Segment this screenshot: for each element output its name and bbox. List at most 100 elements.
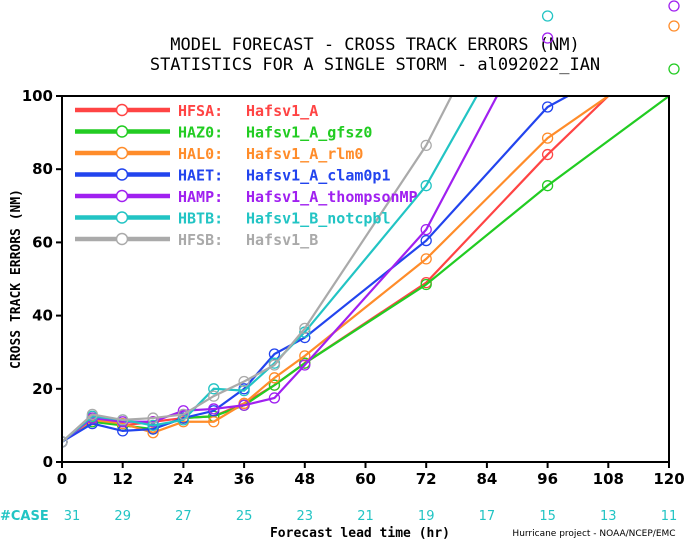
data-point	[238, 375, 250, 388]
y-tick-label: 20	[32, 380, 53, 398]
offchart-marker	[668, 0, 680, 12]
legend-marker	[115, 103, 129, 117]
data-point	[208, 383, 220, 395]
case-count: 11	[661, 509, 678, 524]
data-point	[62, 436, 68, 448]
x-tick-label: 120	[653, 470, 684, 488]
x-tick-label: 96	[537, 470, 558, 488]
case-count: 21	[357, 509, 374, 524]
data-point	[268, 348, 281, 360]
y-tick-label: 0	[43, 453, 53, 471]
x-axis-label: Forecast lead time (hr)	[270, 526, 450, 541]
legend-marker	[115, 168, 129, 181]
series-hfsb	[62, 96, 453, 448]
case-label: #CASE	[0, 509, 49, 524]
y-axis-label: CROSS TRACK ERRORS (NM)	[9, 189, 24, 369]
data-point	[420, 234, 432, 247]
legend-code: HAL0:	[178, 145, 223, 163]
legend-code: HFSA:	[178, 102, 223, 120]
x-tick-label: 48	[294, 470, 315, 488]
legend-name: Hafsv1_A_thompsonMP	[246, 188, 418, 206]
offchart-marker	[668, 20, 680, 32]
case-count: 27	[175, 509, 192, 524]
data-point	[268, 392, 281, 404]
x-tick-label: 12	[112, 470, 133, 488]
case-count: 17	[479, 509, 496, 524]
legend-name: Hafsv1_A_gfsz0	[246, 124, 372, 142]
data-point	[147, 412, 159, 424]
data-point	[117, 414, 129, 426]
legend-code: HAMP:	[178, 188, 223, 206]
data-point	[177, 408, 190, 421]
data-point	[208, 390, 220, 402]
data-point	[420, 223, 432, 236]
data-point	[268, 379, 281, 391]
legend-name: Hafsv1_B	[246, 231, 318, 249]
legend-marker	[115, 211, 129, 224]
data-point	[420, 180, 432, 192]
legend-marker	[115, 189, 129, 203]
legend-name: Hafsv1_A	[246, 102, 318, 120]
legend-marker	[115, 232, 129, 246]
legend: HFSA: Hafsv1_A HAZ0: Hafsv1_A_gfsz0 HAL0: Haf…	[75, 102, 418, 249]
data-point	[208, 403, 220, 415]
data-point	[147, 419, 159, 432]
y-tick-label: 60	[32, 233, 53, 251]
data-point	[268, 372, 281, 384]
x-tick-label: 108	[593, 470, 624, 488]
legend-name: Hafsv1_A_clam0p1	[246, 167, 391, 185]
series-line	[62, 96, 669, 443]
series-layer	[62, 96, 669, 448]
case-count: 23	[297, 509, 314, 524]
offchart-marker	[668, 63, 680, 75]
x-tick-label: 60	[355, 470, 376, 488]
series-line	[62, 96, 453, 443]
case-count: 29	[114, 509, 131, 524]
data-point	[299, 359, 311, 371]
data-point	[147, 423, 159, 435]
legend-name: Hafsv1_A_rlm0	[246, 145, 363, 163]
data-point	[541, 101, 554, 113]
data-point	[117, 425, 129, 437]
data-point	[299, 350, 311, 362]
case-count: 25	[236, 509, 253, 524]
chart-subtitle: STATISTICS FOR A SINGLE STORM - al092022…	[150, 55, 600, 75]
case-count: 19	[418, 509, 435, 524]
data-point	[238, 384, 250, 397]
y-tick-label: 40	[32, 307, 53, 325]
legend-code: HAZ0:	[178, 124, 223, 142]
data-point	[541, 148, 554, 161]
legend-code: HAET:	[178, 167, 223, 185]
offchart-marker	[541, 32, 554, 44]
axes: 0 12 24 36 48 60 72 84 96 108 120 0 20 40 60 80 100 31 29 2…	[22, 87, 685, 524]
plot-frame	[61, 95, 670, 463]
legend-name: Hafsv1_B_notcpbl	[246, 210, 391, 228]
data-point	[268, 359, 281, 371]
data-point	[420, 278, 432, 291]
x-tick-label: 72	[416, 470, 437, 488]
data-point	[541, 132, 554, 144]
x-tick-label: 24	[173, 470, 194, 488]
case-count: 13	[600, 509, 617, 524]
case-count: 31	[64, 509, 81, 524]
data-point	[147, 416, 159, 428]
data-point	[420, 139, 432, 152]
data-point	[541, 180, 554, 192]
x-tick-label: 84	[476, 470, 497, 488]
legend-marker	[115, 146, 129, 160]
y-tick-label: 100	[22, 87, 53, 105]
offchart-marker	[541, 10, 554, 22]
chart-title: MODEL FORECAST - CROSS TRACK ERRORS (NM)	[170, 35, 579, 55]
data-point	[208, 416, 220, 428]
data-point	[86, 408, 98, 421]
legend-marker	[115, 125, 129, 138]
data-point	[147, 427, 159, 439]
x-tick-label: 0	[57, 470, 67, 488]
legend-code: HBTB:	[178, 210, 223, 228]
data-point	[299, 322, 311, 335]
x-tick-label: 36	[234, 470, 255, 488]
case-count: 15	[539, 509, 556, 524]
series-line	[62, 96, 498, 443]
legend-code: HFSB:	[178, 231, 223, 249]
